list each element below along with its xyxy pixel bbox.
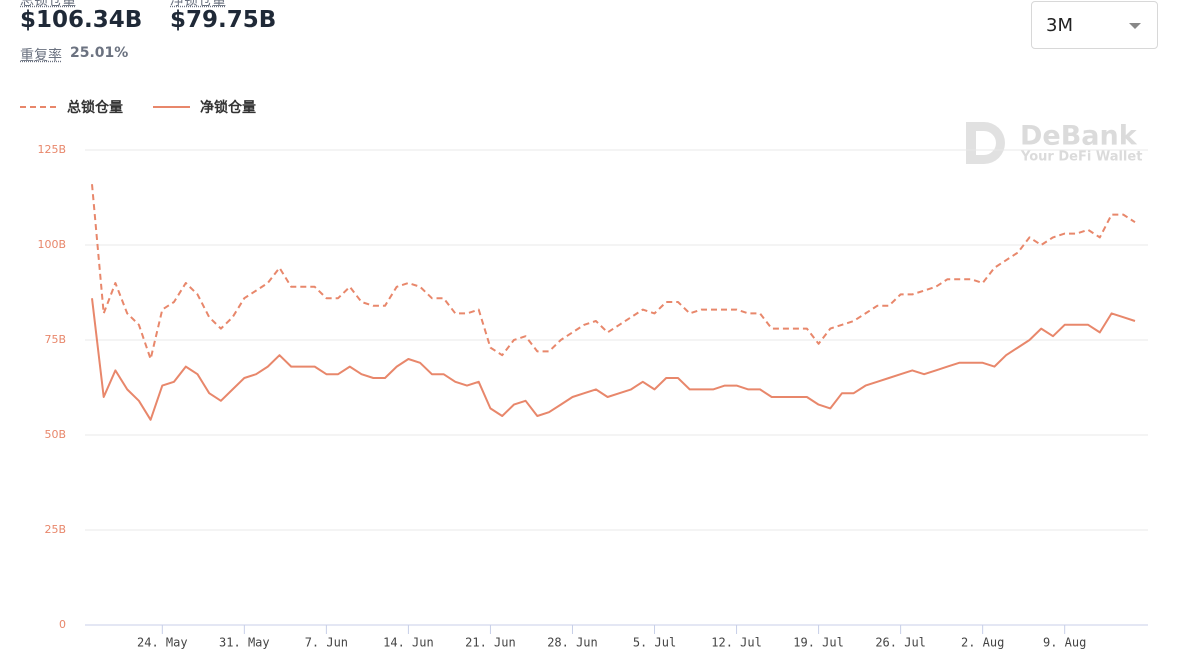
stat-label: 总锁仓量 bbox=[20, 0, 76, 9]
overlap-label: 重复率 bbox=[20, 48, 62, 64]
brand: DeBank bbox=[1020, 121, 1138, 152]
range-select[interactable]: 3M bbox=[1031, 1, 1158, 49]
overlap-value: 25.01% bbox=[70, 45, 129, 61]
x-tick-label: 7. Jun bbox=[305, 636, 348, 650]
stat-label: 净锁仓量 bbox=[170, 0, 226, 9]
x-tick-label: 12. Jul bbox=[711, 636, 762, 650]
x-tick-label: 14. Jun bbox=[383, 636, 434, 650]
x-tick-label: 28. Jun bbox=[547, 636, 598, 650]
stat-value: $106.34B bbox=[20, 7, 143, 33]
y-tick-label: 50B bbox=[44, 428, 66, 441]
watermark: DeBank Your DeFi Wallet bbox=[966, 121, 1142, 165]
y-tick-label: 100B bbox=[37, 238, 66, 251]
tagline: Your DeFi Wallet bbox=[1020, 150, 1142, 165]
logo bbox=[966, 122, 1005, 164]
y-tick-label: 25B bbox=[44, 523, 66, 536]
x-tick-label: 24. May bbox=[137, 636, 188, 650]
x-tick-label: 19. Jul bbox=[793, 636, 844, 650]
x-tick-label: 31. May bbox=[219, 636, 270, 650]
series-line bbox=[91, 184, 1136, 360]
x-tick-label: 21. Jun bbox=[465, 636, 516, 650]
y-tick-label: 125B bbox=[37, 143, 66, 156]
series-line bbox=[91, 298, 1136, 421]
legend-label: 总锁仓量 bbox=[67, 99, 123, 116]
caret bbox=[1129, 23, 1141, 35]
legend-label: 净锁仓量 bbox=[200, 99, 256, 116]
stat-value: $79.75B bbox=[170, 7, 277, 33]
x-tick-label: 26. Jul bbox=[875, 636, 926, 650]
range-value: 3M bbox=[1046, 15, 1073, 36]
x-tick-label: 2. Aug bbox=[961, 636, 1004, 650]
x-tick-label: 5. Jul bbox=[633, 636, 676, 650]
x-tick-label: 9. Aug bbox=[1043, 636, 1086, 650]
y-tick-label: 0 bbox=[59, 618, 66, 631]
y-tick-label: 75B bbox=[44, 333, 66, 346]
